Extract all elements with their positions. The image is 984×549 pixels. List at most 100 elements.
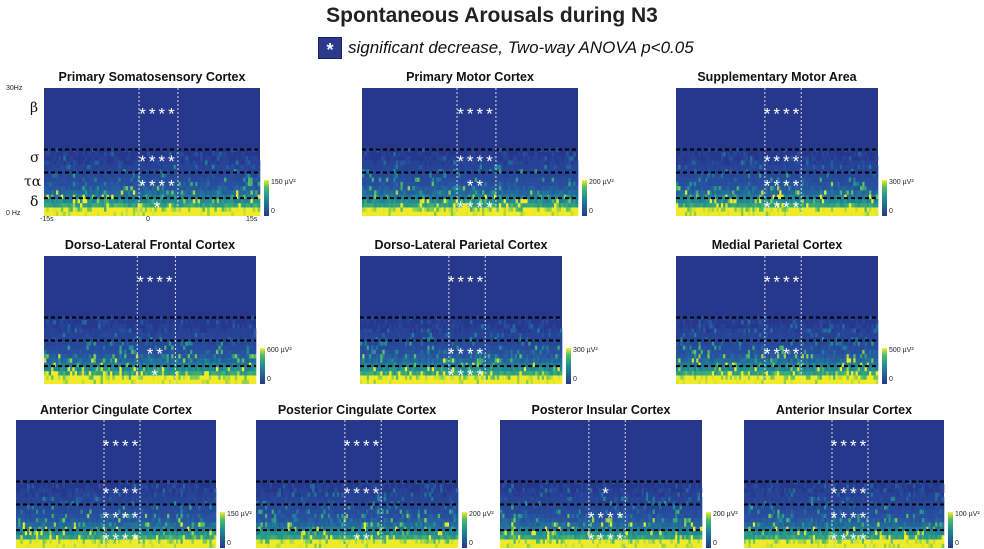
heatmap-cell (77, 190, 81, 195)
heatmap-cell (788, 173, 791, 178)
heatmap-cell (108, 190, 112, 195)
heatmap-cell (462, 211, 466, 216)
heatmap-cell (551, 181, 555, 187)
x-axis-right-label: 15s (246, 216, 258, 223)
heatmap-cell (185, 328, 188, 334)
heatmap-cell (783, 169, 787, 174)
heatmap-cell (718, 160, 722, 166)
heatmap-cell (98, 379, 101, 384)
heatmap-cell (362, 198, 365, 204)
heatmap-cell (207, 190, 210, 195)
heatmap-cell (147, 362, 151, 368)
heatmap-cell (75, 207, 78, 213)
heatmap-cell (747, 186, 751, 191)
heatmap-cell (185, 366, 188, 372)
heatmap-cell (369, 211, 372, 216)
heatmap-cell (534, 186, 538, 191)
heatmap-cell (844, 186, 847, 191)
heatmap-cell (846, 207, 850, 213)
heatmap-cell (364, 203, 368, 208)
heatmap-cell (503, 207, 507, 213)
heatmap-cell (729, 177, 733, 183)
heatmap-cell (86, 379, 90, 384)
heatmap-cell (142, 173, 146, 178)
heatmap-cell (109, 358, 113, 363)
heatmap-cell (142, 332, 146, 338)
heatmap-cell (204, 345, 207, 351)
heatmap-cell (95, 358, 99, 363)
heatmap-cell (857, 177, 861, 183)
heatmap-cell (192, 203, 196, 208)
heatmap-cell (470, 203, 473, 208)
heatmap-cell (84, 349, 87, 355)
heatmap-cell (482, 207, 485, 213)
heatmap-cell (801, 156, 805, 161)
heatmap-cell (470, 211, 473, 216)
heatmap-cell (89, 177, 93, 183)
heatmap-cell (227, 328, 231, 334)
heatmap-cell (213, 358, 217, 363)
heatmap-cell (197, 198, 201, 204)
heatmap-cell (231, 152, 234, 157)
heatmap-cell (65, 354, 68, 359)
heatmap-cell (84, 156, 88, 161)
heatmap-cell (412, 211, 416, 216)
heatmap-cell (130, 173, 134, 178)
heatmap-cell (206, 354, 210, 359)
heatmap-cell (180, 345, 184, 351)
heatmap-cell (689, 177, 693, 183)
heatmap-cell (239, 358, 243, 363)
heatmap-cell (147, 375, 151, 381)
heatmap-cell (494, 194, 497, 200)
heatmap-cell (682, 186, 686, 191)
heatmap-cell (232, 324, 236, 329)
heatmap-cell (862, 190, 865, 195)
heatmap-cell (76, 366, 80, 372)
heatmap-cell (501, 186, 504, 191)
heatmap-cell (556, 177, 560, 183)
heatmap-cell (74, 362, 78, 368)
heatmap-cell (501, 181, 504, 187)
heatmap-cell (362, 207, 365, 213)
heatmap-cell (388, 152, 392, 157)
heatmap-cell (687, 152, 690, 157)
heatmap-cell (100, 345, 104, 351)
heatmap-cell (46, 371, 50, 376)
heatmap-cell (676, 164, 679, 170)
heatmap-cell (157, 337, 160, 342)
heatmap-cell (496, 177, 500, 183)
heatmap-cell (84, 186, 88, 191)
heatmap-cell (65, 198, 69, 204)
heatmap-cell (248, 203, 251, 208)
heatmap-cell (549, 203, 552, 208)
heatmap-cell (215, 379, 219, 384)
heatmap-cell (94, 203, 98, 208)
heatmap-cell (142, 198, 146, 204)
heatmap-cell (848, 173, 852, 178)
heatmap-cell (801, 173, 805, 178)
heatmap-cell (214, 160, 218, 166)
heatmap-cell (144, 211, 148, 216)
heatmap-cell (556, 156, 560, 161)
heatmap-cell (60, 211, 64, 216)
heatmap-cell (489, 211, 492, 216)
heatmap-cell (720, 156, 724, 161)
heatmap-cell (119, 349, 123, 355)
heatmap-cell (366, 207, 370, 213)
heatmap-cell (76, 332, 80, 338)
heatmap-cell (46, 211, 50, 216)
heatmap-cell (123, 181, 126, 187)
heatmap-cell (108, 169, 112, 174)
heatmap-cell (215, 337, 219, 342)
heatmap-cell (251, 315, 254, 321)
heatmap-cell (51, 211, 54, 216)
heatmap-cell (178, 181, 182, 187)
heatmap-cell (253, 349, 257, 355)
heatmap-cell (498, 211, 502, 216)
heatmap-cell (72, 173, 76, 178)
heatmap-cell (70, 190, 74, 195)
heatmap-cell (532, 194, 536, 200)
heatmap-cell (462, 198, 466, 204)
heatmap-cell (525, 169, 528, 174)
heatmap-cell (87, 164, 90, 170)
